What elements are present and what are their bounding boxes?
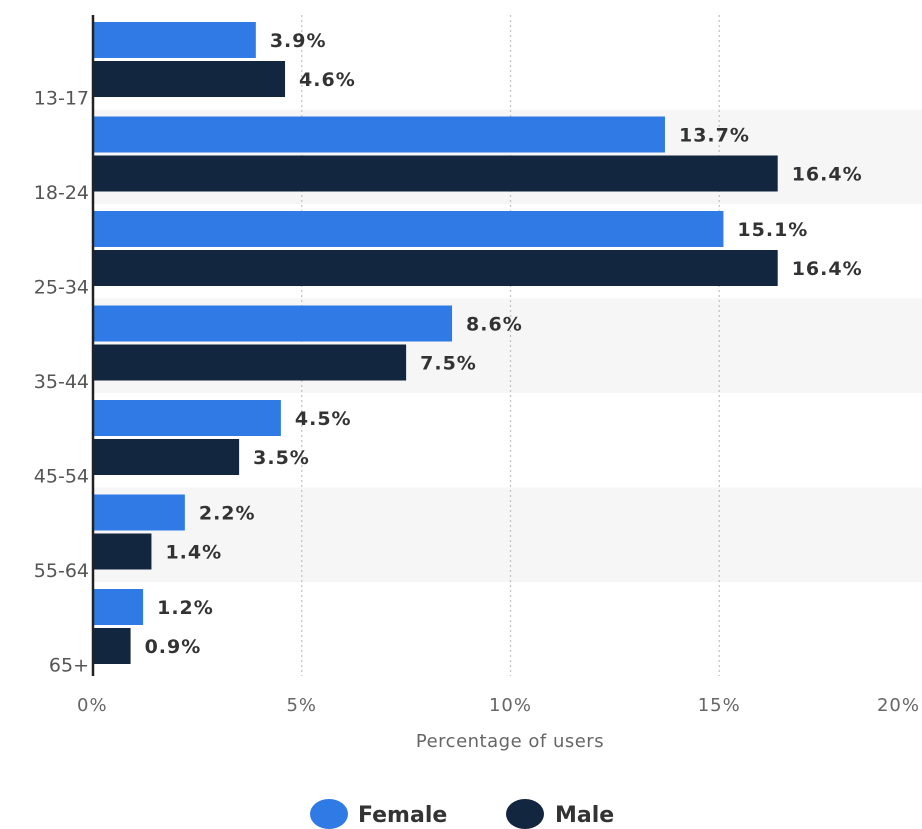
legend-label-male: Male [555, 803, 614, 828]
data-label: 15.1% [737, 219, 808, 241]
bar-female-65+ [93, 589, 144, 625]
data-label: 1.2% [157, 597, 214, 619]
row-band [93, 487, 922, 582]
data-label: 8.6% [466, 314, 523, 336]
bar-female-13-17 [93, 22, 256, 58]
x-tick-label: 5% [286, 695, 317, 716]
data-label: 13.7% [679, 125, 750, 147]
data-label: 16.4% [792, 164, 863, 186]
bars [93, 22, 778, 664]
legend: Female Male [310, 799, 614, 829]
bar-male-35-44 [93, 344, 407, 381]
y-tick-label: 45-54 [34, 466, 89, 488]
y-tick-label: 18-24 [34, 182, 89, 204]
x-tick-label: 10% [489, 695, 532, 716]
bar-male-65+ [93, 628, 131, 664]
bar-female-45-54 [93, 400, 281, 436]
bar-male-45-54 [93, 439, 240, 475]
x-tick-label: 20% [877, 695, 920, 716]
bar-male-13-17 [93, 61, 286, 97]
bar-male-18-24 [93, 155, 778, 192]
bar-female-18-24 [93, 116, 665, 153]
data-label: 2.2% [199, 503, 256, 525]
x-tick-label: 15% [698, 695, 741, 716]
legend-swatch-male [506, 799, 544, 829]
y-tick-label: 35-44 [34, 371, 89, 393]
data-label: 3.9% [270, 30, 327, 52]
data-label: 16.4% [792, 258, 863, 280]
bar-male-55-64 [93, 533, 152, 570]
legend-label-female: Female [358, 803, 447, 828]
bar-male-25-34 [93, 250, 778, 286]
data-label: 0.9% [145, 636, 202, 658]
data-label: 1.4% [165, 542, 222, 564]
bar-female-35-44 [93, 305, 453, 342]
legend-swatch-female [310, 799, 348, 829]
data-label: 4.5% [295, 408, 352, 430]
bar-female-25-34 [93, 211, 724, 247]
x-axis-title: Percentage of users [416, 731, 604, 752]
bar-female-55-64 [93, 494, 185, 531]
data-label: 3.5% [253, 447, 310, 469]
y-tick-label: 55-64 [34, 560, 89, 582]
x-tick-label: 0% [77, 695, 108, 716]
data-labels: 3.9% 4.6% 13.7% 16.4% 15.1% 16.4% 8.6% 7.5% 4.5%… [145, 30, 863, 658]
y-axis-tick-labels: 13-17 18-24 25-34 35-44 45-54 55-64 65+ [34, 88, 89, 677]
data-label: 4.6% [299, 69, 356, 91]
data-label: 7.5% [420, 353, 477, 375]
y-tick-label: 25-34 [34, 277, 89, 299]
y-tick-label: 65+ [49, 655, 89, 677]
x-axis-tick-labels: 0% 5% 10% 15% 20% [77, 695, 920, 716]
y-tick-label: 13-17 [34, 88, 89, 110]
